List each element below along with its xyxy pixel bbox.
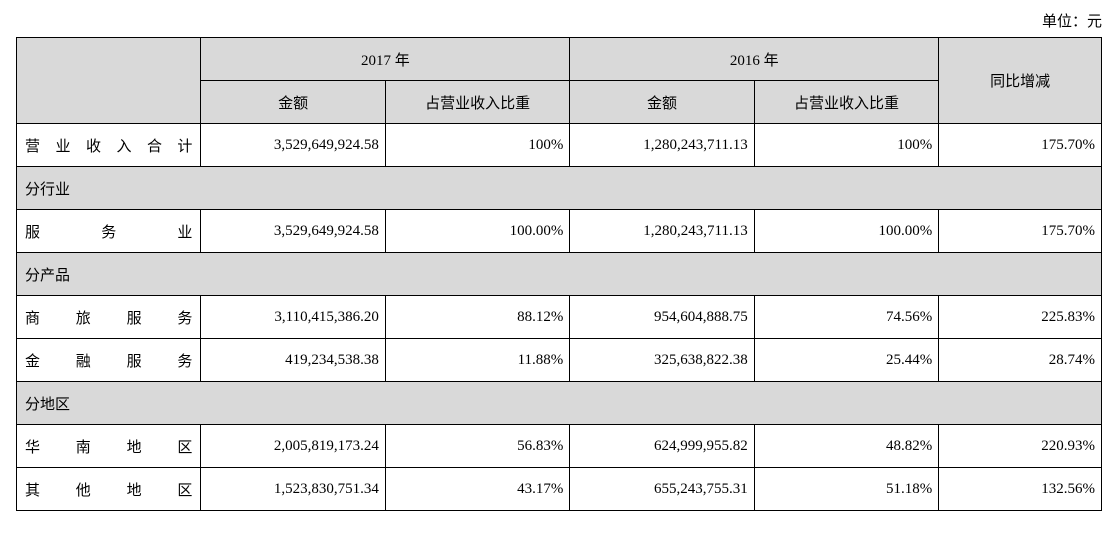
cell-2016-share: 74.56%	[754, 296, 938, 339]
cell-2016-share: 25.44%	[754, 339, 938, 382]
header-row-1: 2017 年 2016 年 同比增减	[17, 38, 1102, 81]
row-service: 服务业 3,529,649,924.58 100.00% 1,280,243,7…	[17, 210, 1102, 253]
cell-yoy: 132.56%	[939, 468, 1102, 511]
cell-2016-amount: 1,280,243,711.13	[570, 124, 754, 167]
section-industry: 分行业	[17, 167, 1102, 210]
row-travel: 商旅服务 3,110,415,386.20 88.12% 954,604,888…	[17, 296, 1102, 339]
cell-2016-share: 51.18%	[754, 468, 938, 511]
cell-2016-amount: 954,604,888.75	[570, 296, 754, 339]
header-share-2016: 占营业收入比重	[754, 81, 938, 124]
section-label: 分地区	[17, 382, 1102, 425]
cell-2017-amount: 1,523,830,751.34	[201, 468, 385, 511]
cell-2016-amount: 624,999,955.82	[570, 425, 754, 468]
section-region: 分地区	[17, 382, 1102, 425]
header-amount-2017: 金额	[201, 81, 385, 124]
cell-yoy: 220.93%	[939, 425, 1102, 468]
row-total: 营业收入合计 3,529,649,924.58 100% 1,280,243,7…	[17, 124, 1102, 167]
cell-label: 营业收入合计	[17, 124, 201, 167]
header-blank	[17, 38, 201, 124]
cell-label: 服务业	[17, 210, 201, 253]
cell-yoy: 175.70%	[939, 210, 1102, 253]
cell-label: 商旅服务	[17, 296, 201, 339]
cell-yoy: 28.74%	[939, 339, 1102, 382]
header-year-2017: 2017 年	[201, 38, 570, 81]
cell-2017-amount: 3,529,649,924.58	[201, 124, 385, 167]
cell-2017-share: 100%	[385, 124, 569, 167]
cell-2016-amount: 325,638,822.38	[570, 339, 754, 382]
cell-label: 其他地区	[17, 468, 201, 511]
section-label: 分行业	[17, 167, 1102, 210]
cell-yoy: 175.70%	[939, 124, 1102, 167]
header-amount-2016: 金额	[570, 81, 754, 124]
cell-2017-amount: 2,005,819,173.24	[201, 425, 385, 468]
cell-2017-share: 43.17%	[385, 468, 569, 511]
cell-label: 华南地区	[17, 425, 201, 468]
header-yoy: 同比增减	[939, 38, 1102, 124]
unit-label: 单位：元	[16, 10, 1102, 31]
cell-2017-amount: 3,529,649,924.58	[201, 210, 385, 253]
section-label: 分产品	[17, 253, 1102, 296]
cell-2017-amount: 3,110,415,386.20	[201, 296, 385, 339]
cell-yoy: 225.83%	[939, 296, 1102, 339]
cell-2017-share: 56.83%	[385, 425, 569, 468]
header-share-2017: 占营业收入比重	[385, 81, 569, 124]
row-finance: 金融服务 419,234,538.38 11.88% 325,638,822.3…	[17, 339, 1102, 382]
cell-2016-amount: 1,280,243,711.13	[570, 210, 754, 253]
header-year-2016: 2016 年	[570, 38, 939, 81]
cell-2016-share: 100.00%	[754, 210, 938, 253]
row-south: 华南地区 2,005,819,173.24 56.83% 624,999,955…	[17, 425, 1102, 468]
cell-2017-share: 88.12%	[385, 296, 569, 339]
cell-2016-share: 100%	[754, 124, 938, 167]
section-product: 分产品	[17, 253, 1102, 296]
cell-2017-amount: 419,234,538.38	[201, 339, 385, 382]
cell-label: 金融服务	[17, 339, 201, 382]
cell-2016-share: 48.82%	[754, 425, 938, 468]
cell-2017-share: 11.88%	[385, 339, 569, 382]
row-other: 其他地区 1,523,830,751.34 43.17% 655,243,755…	[17, 468, 1102, 511]
cell-2017-share: 100.00%	[385, 210, 569, 253]
revenue-breakdown-table: 2017 年 2016 年 同比增减 金额 占营业收入比重 金额 占营业收入比重…	[16, 37, 1102, 511]
cell-2016-amount: 655,243,755.31	[570, 468, 754, 511]
